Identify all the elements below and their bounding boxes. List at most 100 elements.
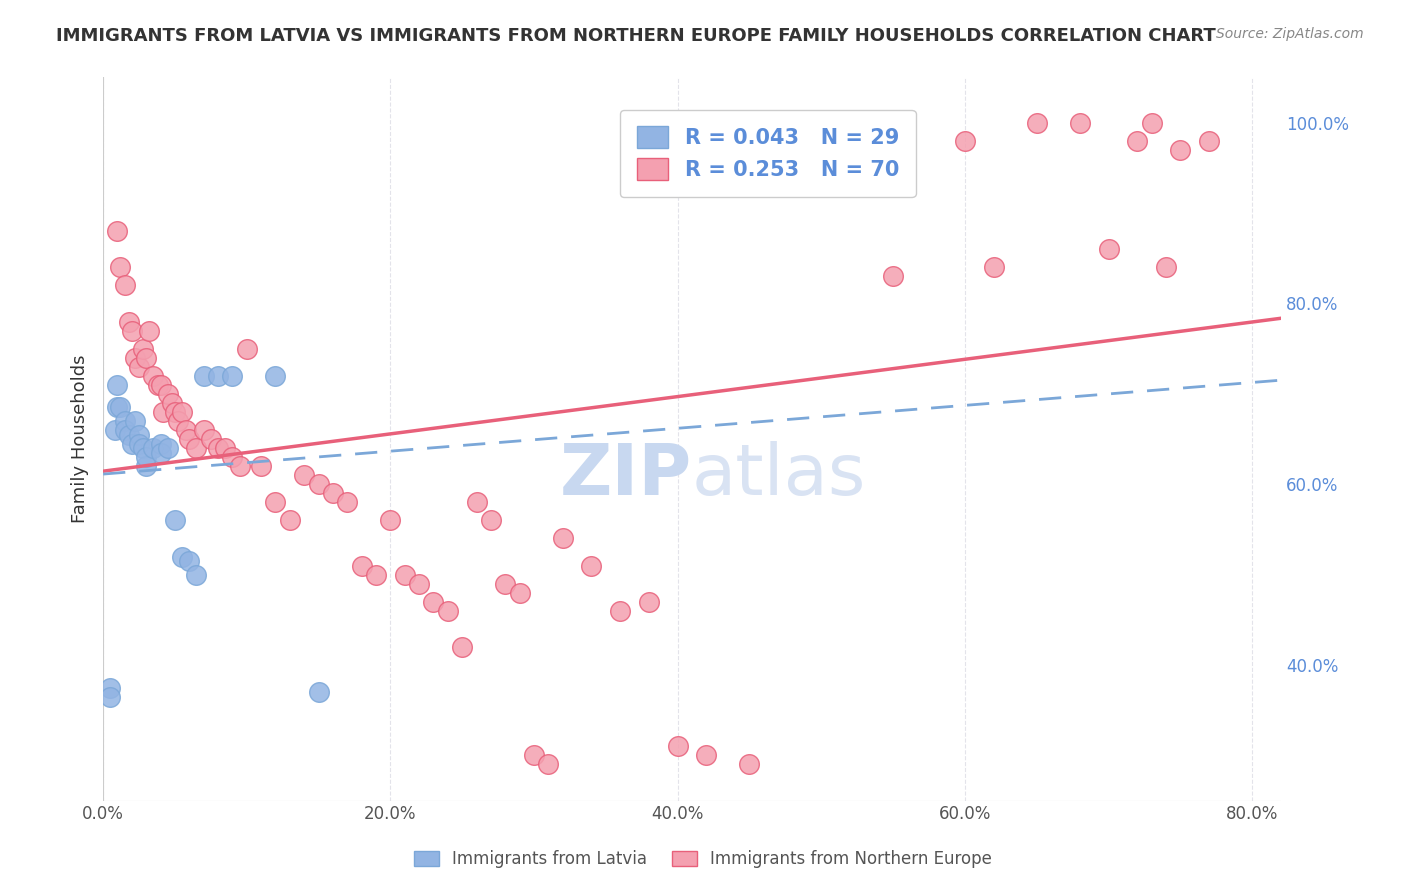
Point <box>465 495 488 509</box>
Point <box>149 436 172 450</box>
Point <box>118 427 141 442</box>
Text: Source: ZipAtlas.com: Source: ZipAtlas.com <box>1216 27 1364 41</box>
Point <box>882 269 904 284</box>
Point <box>278 513 301 527</box>
Point <box>695 748 717 763</box>
Text: atlas: atlas <box>692 441 866 509</box>
Point <box>179 554 201 568</box>
Point <box>156 387 179 401</box>
Point <box>152 405 174 419</box>
Point <box>336 495 359 509</box>
Point <box>193 423 215 437</box>
Point <box>207 441 229 455</box>
Point <box>110 260 132 275</box>
Point <box>537 757 560 772</box>
Point <box>176 423 198 437</box>
Point <box>221 450 243 464</box>
Point <box>308 685 330 699</box>
Point <box>124 351 146 365</box>
Point <box>135 351 157 365</box>
Point <box>264 495 287 509</box>
Point <box>146 377 169 392</box>
Point <box>1154 260 1177 275</box>
Point <box>160 396 183 410</box>
Point <box>186 567 208 582</box>
Point <box>186 441 208 455</box>
Point <box>132 342 155 356</box>
Point <box>322 486 344 500</box>
Point <box>156 441 179 455</box>
Point <box>179 432 201 446</box>
Point <box>1069 115 1091 129</box>
Point <box>408 576 430 591</box>
Point <box>250 459 273 474</box>
Point <box>128 359 150 374</box>
Point <box>479 513 502 527</box>
Legend: Immigrants from Latvia, Immigrants from Northern Europe: Immigrants from Latvia, Immigrants from … <box>408 844 998 875</box>
Point <box>451 640 474 654</box>
Point <box>228 459 250 474</box>
Point <box>135 459 157 474</box>
Point <box>264 368 287 383</box>
Point <box>1025 115 1047 129</box>
Point <box>308 477 330 491</box>
Point <box>953 134 976 148</box>
Point <box>149 377 172 392</box>
Point <box>98 681 121 695</box>
Point <box>1198 134 1220 148</box>
Point <box>132 441 155 455</box>
Point <box>166 414 188 428</box>
Point <box>1170 143 1192 157</box>
Point <box>422 595 444 609</box>
Point <box>163 405 186 419</box>
Point <box>738 757 761 772</box>
Text: ZIP: ZIP <box>560 441 692 509</box>
Point <box>983 260 1005 275</box>
Legend: R = 0.043   N = 29, R = 0.253   N = 70: R = 0.043 N = 29, R = 0.253 N = 70 <box>620 110 915 197</box>
Point <box>128 427 150 442</box>
Point <box>609 604 631 618</box>
Point <box>121 324 143 338</box>
Point <box>104 423 127 437</box>
Point <box>107 401 129 415</box>
Point <box>292 468 315 483</box>
Point <box>782 115 804 129</box>
Point <box>1126 134 1149 148</box>
Point <box>523 748 546 763</box>
Point <box>666 739 689 754</box>
Point <box>172 405 194 419</box>
Point <box>236 342 259 356</box>
Point <box>364 567 387 582</box>
Point <box>172 549 194 564</box>
Point <box>200 432 222 446</box>
Point <box>138 324 160 338</box>
Point <box>149 445 172 459</box>
Point <box>509 585 531 599</box>
Point <box>810 115 832 129</box>
Point <box>551 532 574 546</box>
Point <box>1140 115 1163 129</box>
Text: IMMIGRANTS FROM LATVIA VS IMMIGRANTS FROM NORTHERN EUROPE FAMILY HOUSEHOLDS CORR: IMMIGRANTS FROM LATVIA VS IMMIGRANTS FRO… <box>56 27 1216 45</box>
Point <box>114 423 136 437</box>
Point <box>394 567 416 582</box>
Point <box>350 558 373 573</box>
Point <box>207 368 229 383</box>
Point <box>1097 242 1119 256</box>
Point <box>128 436 150 450</box>
Point <box>114 278 136 293</box>
Point <box>214 441 236 455</box>
Point <box>380 513 402 527</box>
Point <box>98 690 121 704</box>
Point <box>124 414 146 428</box>
Point <box>142 368 165 383</box>
Point <box>437 604 460 618</box>
Point <box>638 595 661 609</box>
Y-axis label: Family Households: Family Households <box>72 355 89 524</box>
Point <box>142 441 165 455</box>
Point <box>118 314 141 328</box>
Point <box>163 513 186 527</box>
Point <box>114 414 136 428</box>
Point <box>221 368 243 383</box>
Point <box>107 224 129 238</box>
Point <box>121 436 143 450</box>
